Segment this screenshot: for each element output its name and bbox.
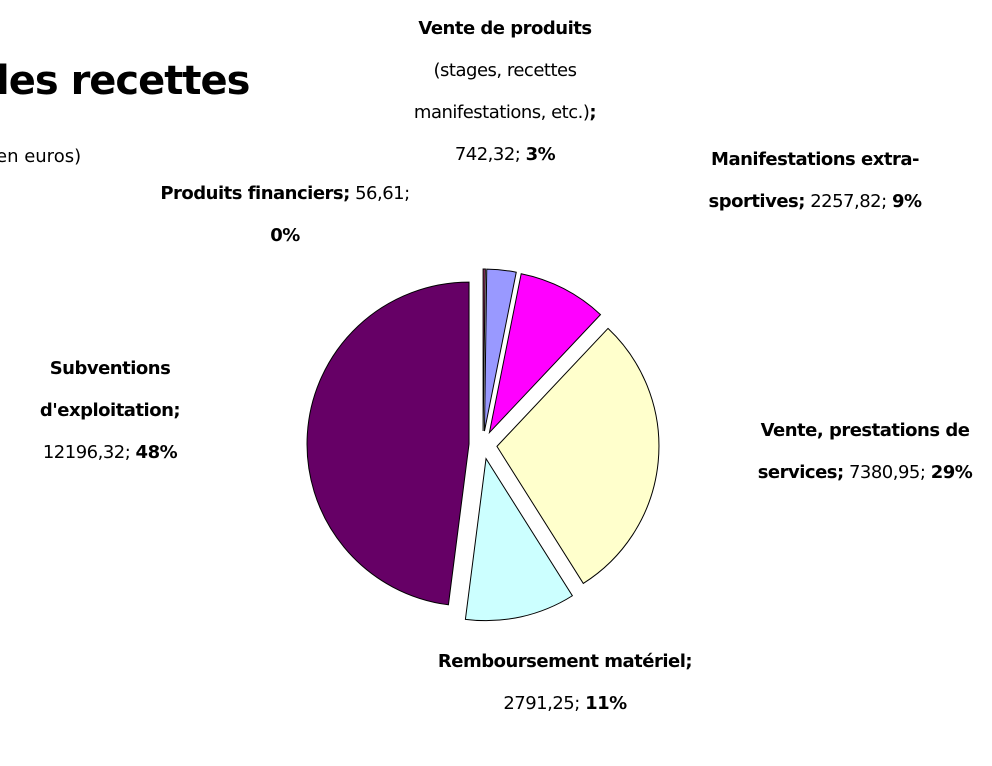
percent-label: 48% (135, 442, 178, 463)
percent-label: 11% (585, 693, 627, 714)
separator: ; (919, 462, 926, 483)
separator: ; (685, 651, 693, 672)
category-name: Vente, prestations de services (757, 420, 970, 483)
slice-label: Produits financiers; 56,61; 0% (150, 173, 420, 257)
separator: ; (514, 144, 521, 165)
pie-slice (488, 273, 602, 435)
separator: ; (173, 400, 181, 421)
pie-slice (482, 268, 486, 432)
separator: ; (837, 462, 844, 483)
pie-slice (306, 281, 470, 606)
value-label: 56,61 (355, 183, 405, 204)
slice-label: Manifestations extra-sportives; 2257,82;… (700, 139, 930, 223)
category-name: Produits financiers (160, 183, 344, 204)
pie-slice (464, 457, 574, 622)
category-name: Subventions d'exploitation (39, 358, 174, 421)
percent-label: 3% (525, 144, 556, 165)
slice-label: Subventions d'exploitation; 12196,32; 48… (0, 348, 220, 474)
value-label: 2257,82 (810, 191, 882, 212)
separator: ; (589, 102, 597, 123)
category-note: (stages, recettes manifestations, etc.) (413, 60, 590, 123)
pie-slice (496, 327, 660, 585)
value-label: 12196,32 (42, 442, 125, 463)
slice-label: Vente, prestations de services; 7380,95;… (730, 410, 992, 494)
separator: ; (343, 183, 350, 204)
separator: ; (798, 191, 805, 212)
separator: ; (404, 183, 410, 204)
percent-label: 29% (930, 462, 973, 483)
slice-label: Vente de produits (stages, recettes manif… (380, 8, 630, 176)
separator: ; (574, 693, 580, 714)
slice-label: Remboursement matériel; 2791,25; 11% (430, 641, 700, 725)
chart-subtitle: en euros) (0, 146, 82, 167)
separator: ; (124, 442, 131, 463)
percent-label: 9% (891, 191, 922, 212)
percent-label: 0% (270, 225, 300, 246)
category-name: Remboursement matériel (437, 651, 686, 672)
value-label: 742,32 (454, 144, 515, 165)
separator: ; (881, 191, 887, 212)
pie-slice (483, 268, 517, 432)
value-label: 2791,25 (503, 693, 575, 714)
value-label: 7380,95 (848, 462, 920, 483)
chart-title: les recettes (0, 58, 250, 104)
category-name: Vente de produits (418, 18, 592, 39)
category-name: Manifestations extra-sportives (708, 149, 919, 212)
